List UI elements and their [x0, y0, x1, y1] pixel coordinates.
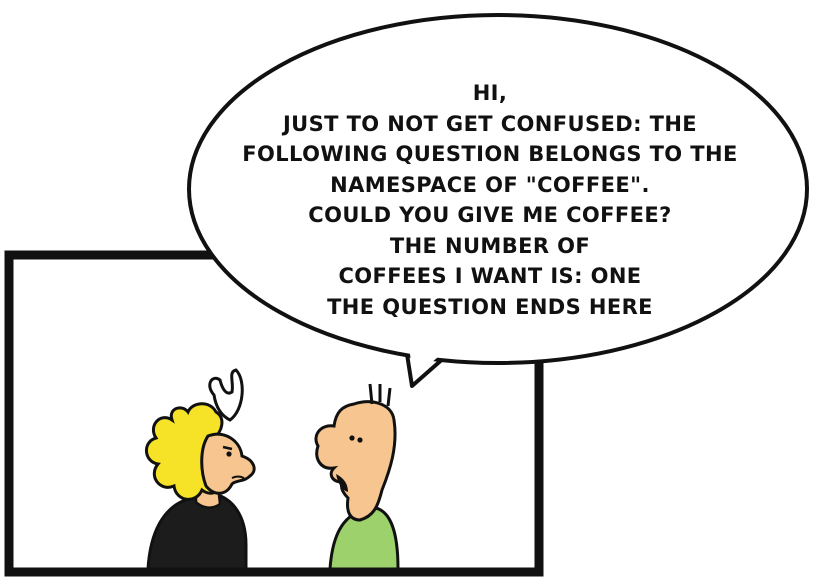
woman-feather [208, 368, 244, 422]
speech-line: NAMESPACE OF "COFFEE". [330, 172, 650, 197]
speech-line: THE QUESTION ENDS HERE [327, 294, 653, 319]
woman-eye [226, 451, 232, 457]
woman-character [145, 368, 256, 571]
speech-bubble-shape [187, 13, 809, 388]
speech-line: COULD YOU GIVE ME COFFEE? [308, 203, 672, 227]
man-eye-left [349, 435, 355, 441]
man-mouth [336, 474, 348, 492]
man-eye-right [357, 437, 363, 443]
speech-bubble-seam [408, 338, 456, 378]
woman-face [200, 432, 256, 495]
speech-line: FOLLOWING QUESTION BELONGS TO THE [242, 142, 738, 166]
man-hair [368, 383, 392, 407]
speech-line: COFFEES I WANT IS: ONE [338, 264, 642, 288]
woman-eyelash [222, 445, 233, 451]
man-head [314, 400, 397, 522]
man-character [314, 383, 400, 571]
speech-line: JUST TO NOT GET CONFUSED: THE [282, 111, 698, 136]
woman-mouth [231, 475, 245, 479]
speech-bubble-text: HI, JUST TO NOT GET CONFUSED: THE FOLLOW… [200, 78, 780, 322]
speech-line: HI, [472, 81, 508, 105]
speech-bubble-body [187, 13, 809, 365]
speech-line: THE NUMBER OF [389, 233, 591, 258]
